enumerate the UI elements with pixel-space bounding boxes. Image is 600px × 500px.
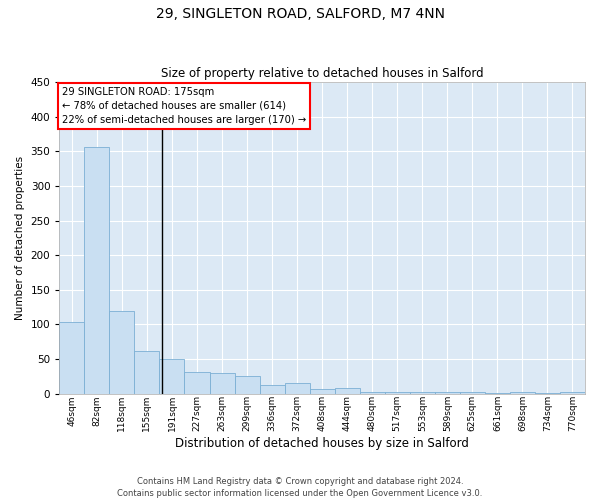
Bar — [360, 392, 385, 394]
Text: 29 SINGLETON ROAD: 175sqm
← 78% of detached houses are smaller (614)
22% of semi: 29 SINGLETON ROAD: 175sqm ← 78% of detac… — [62, 86, 306, 124]
Bar — [310, 389, 335, 394]
Y-axis label: Number of detached properties: Number of detached properties — [15, 156, 25, 320]
Bar — [160, 359, 184, 394]
Bar — [535, 393, 560, 394]
Bar — [335, 388, 360, 394]
Bar — [435, 392, 460, 394]
Bar — [59, 322, 85, 394]
Bar — [284, 384, 310, 394]
X-axis label: Distribution of detached houses by size in Salford: Distribution of detached houses by size … — [175, 437, 469, 450]
Bar — [560, 392, 585, 394]
Bar — [385, 392, 410, 394]
Text: 29, SINGLETON ROAD, SALFORD, M7 4NN: 29, SINGLETON ROAD, SALFORD, M7 4NN — [155, 8, 445, 22]
Title: Size of property relative to detached houses in Salford: Size of property relative to detached ho… — [161, 66, 484, 80]
Bar — [260, 386, 284, 394]
Bar — [460, 392, 485, 394]
Bar — [85, 147, 109, 394]
Bar — [134, 350, 160, 394]
Bar — [184, 372, 209, 394]
Bar — [235, 376, 260, 394]
Bar — [410, 392, 435, 394]
Bar — [209, 373, 235, 394]
Bar — [485, 393, 510, 394]
Bar — [109, 310, 134, 394]
Bar — [510, 392, 535, 394]
Text: Contains HM Land Registry data © Crown copyright and database right 2024.
Contai: Contains HM Land Registry data © Crown c… — [118, 476, 482, 498]
